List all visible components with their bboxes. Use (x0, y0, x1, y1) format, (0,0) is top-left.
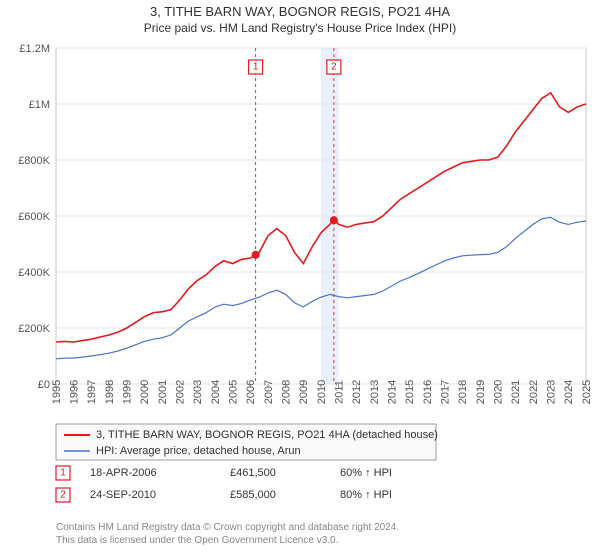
x-tick-label: 1998 (104, 380, 116, 404)
y-tick-label: £200K (18, 323, 50, 335)
y-tick-label: £600K (18, 211, 50, 223)
x-tick-label: 2024 (563, 380, 575, 404)
x-tick-label: 2011 (334, 380, 346, 404)
x-tick-label: 1996 (69, 380, 81, 404)
x-tick-label: 2005 (228, 380, 240, 404)
event-row-num: 2 (60, 490, 66, 501)
event-price: £585,000 (230, 489, 276, 501)
event-price: £461,500 (230, 467, 276, 479)
event-marker-num: 1 (253, 62, 259, 73)
x-tick-label: 2006 (245, 380, 257, 404)
x-tick-label: 1999 (122, 380, 134, 404)
y-tick-label: £400K (18, 267, 50, 279)
y-tick-label: £800K (18, 155, 50, 167)
y-tick-label: £1M (29, 99, 50, 111)
event-dot (330, 216, 338, 224)
x-tick-label: 2010 (316, 380, 328, 404)
x-tick-label: 2000 (139, 380, 151, 404)
x-tick-label: 1997 (86, 380, 98, 404)
x-tick-label: 2013 (369, 380, 381, 404)
y-tick-label: £0 (38, 379, 50, 391)
x-tick-label: 2017 (440, 380, 452, 404)
x-tick-label: 2016 (422, 380, 434, 404)
x-tick-label: 2008 (281, 380, 293, 404)
event-pct: 80% ↑ HPI (340, 489, 392, 501)
chart-title: 3, TITHE BARN WAY, BOGNOR REGIS, PO21 4H… (150, 4, 450, 19)
x-tick-label: 2021 (510, 380, 522, 404)
footer-line1: Contains HM Land Registry data © Crown c… (56, 522, 399, 533)
event-row-num: 1 (60, 468, 66, 479)
x-tick-label: 2019 (475, 380, 487, 404)
x-tick-label: 2012 (351, 380, 363, 404)
chart-svg: 3, TITHE BARN WAY, BOGNOR REGIS, PO21 4H… (0, 0, 600, 560)
x-tick-label: 1995 (51, 380, 63, 404)
event-date: 24-SEP-2010 (90, 489, 156, 501)
x-tick-label: 2004 (210, 380, 222, 404)
event-dot (252, 251, 260, 259)
x-tick-label: 2014 (387, 380, 399, 404)
x-tick-label: 2001 (157, 380, 169, 404)
legend-label: HPI: Average price, detached house, Arun (96, 445, 301, 457)
footer-line2: This data is licensed under the Open Gov… (56, 535, 338, 546)
event-date: 18-APR-2006 (90, 467, 157, 479)
x-tick-label: 2002 (175, 380, 187, 404)
x-tick-label: 2022 (528, 380, 540, 404)
x-tick-label: 2009 (298, 380, 310, 404)
x-tick-label: 2003 (192, 380, 204, 404)
x-tick-label: 2023 (546, 380, 558, 404)
x-tick-label: 2015 (404, 380, 416, 404)
chart-subtitle: Price paid vs. HM Land Registry's House … (144, 21, 456, 35)
legend-label: 3, TITHE BARN WAY, BOGNOR REGIS, PO21 4H… (96, 429, 438, 441)
event-marker-num: 2 (331, 62, 337, 73)
x-tick-label: 2018 (457, 380, 469, 404)
event-pct: 60% ↑ HPI (340, 467, 392, 479)
y-tick-label: £1.2M (19, 43, 50, 55)
x-tick-label: 2025 (581, 380, 593, 404)
x-tick-label: 2020 (493, 380, 505, 404)
x-tick-label: 2007 (263, 380, 275, 404)
